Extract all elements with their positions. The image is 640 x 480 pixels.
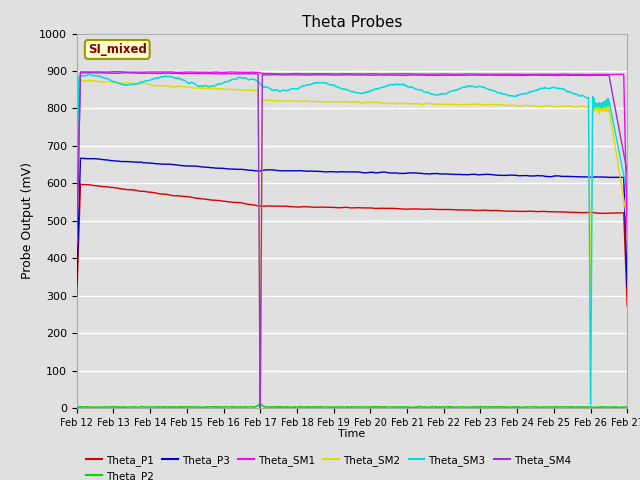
- Y-axis label: Probe Output (mV): Probe Output (mV): [20, 162, 33, 279]
- Text: SI_mixed: SI_mixed: [88, 43, 147, 56]
- Title: Theta Probes: Theta Probes: [302, 15, 402, 30]
- X-axis label: Time: Time: [339, 429, 365, 439]
- Legend: Theta_P1, Theta_P2, Theta_P3, Theta_SM1, Theta_SM2, Theta_SM3, Theta_SM4: Theta_P1, Theta_P2, Theta_P3, Theta_SM1,…: [82, 451, 575, 480]
